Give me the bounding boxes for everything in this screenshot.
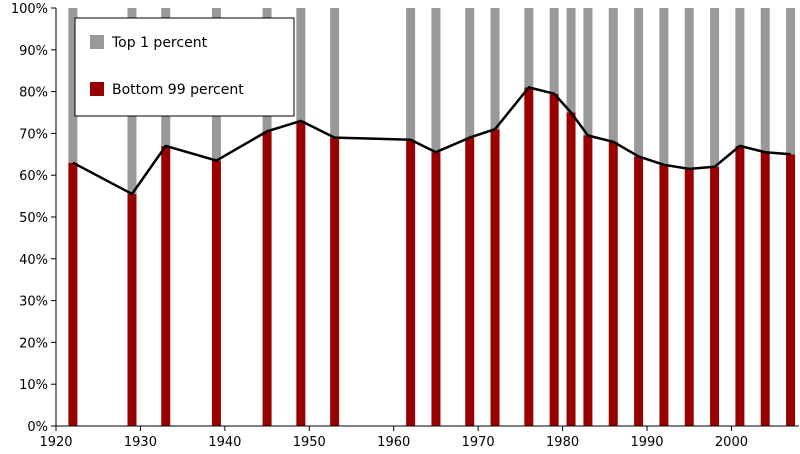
legend-label-bottom-99: Bottom 99 percent bbox=[112, 82, 244, 98]
bar-bottom-99-1965 bbox=[431, 152, 441, 426]
y-tick-label: 100% bbox=[11, 2, 48, 17]
y-tick-label: 70% bbox=[19, 127, 48, 142]
bar-top-1-1981 bbox=[566, 8, 576, 113]
legend-swatch-top-1 bbox=[90, 35, 104, 49]
bar-bottom-99-1953 bbox=[330, 137, 340, 426]
bar-top-1-1953 bbox=[330, 8, 340, 138]
bar-top-1-1969 bbox=[465, 8, 475, 138]
bar-top-1-1995 bbox=[684, 8, 694, 169]
x-axis-ticks: 1920 1930 1940 1950 1960 1970 1980 1990 2000 bbox=[39, 426, 748, 450]
x-tick-label: 1990 bbox=[630, 435, 663, 450]
bar-bottom-99-1969 bbox=[465, 137, 475, 426]
bar-bottom-99-1949 bbox=[296, 120, 306, 427]
bar-bottom-99-1981 bbox=[566, 112, 576, 426]
y-axis-ticks: 0% 10% 20% 30% 40% 50% 60% 70% 80% 90% 100% bbox=[11, 2, 56, 435]
y-tick-label: 40% bbox=[19, 253, 48, 268]
bars-layer bbox=[68, 8, 796, 427]
legend-label-top-1: Top 1 percent bbox=[111, 35, 208, 51]
bar-bottom-99-1929 bbox=[127, 194, 137, 426]
y-tick-label: 60% bbox=[19, 169, 48, 184]
bar-bottom-99-1998 bbox=[710, 166, 720, 426]
y-tick-label: 20% bbox=[19, 336, 48, 351]
y-tick-label: 80% bbox=[19, 86, 48, 101]
x-tick-label: 1930 bbox=[124, 435, 157, 450]
y-tick-label: 50% bbox=[19, 211, 48, 226]
bar-bottom-99-1933 bbox=[161, 145, 171, 426]
bar-bottom-99-1986 bbox=[608, 141, 618, 426]
bar-top-1-1976 bbox=[524, 8, 534, 88]
bar-top-1-1979 bbox=[549, 8, 559, 94]
bar-top-1-1989 bbox=[634, 8, 644, 157]
legend: Top 1 percent Bottom 99 percent bbox=[74, 17, 295, 117]
bar-bottom-99-2001 bbox=[735, 145, 745, 426]
x-tick-label: 1980 bbox=[546, 435, 579, 450]
y-tick-label: 10% bbox=[19, 378, 48, 393]
bar-top-1-1992 bbox=[659, 8, 669, 165]
bar-bottom-99-1992 bbox=[659, 164, 669, 426]
bar-bottom-99-1995 bbox=[684, 168, 694, 426]
bar-bottom-99-1976 bbox=[524, 87, 534, 427]
legend-swatch-bottom-99 bbox=[90, 82, 104, 96]
bar-top-1-1972 bbox=[490, 8, 500, 130]
bar-top-1-1949 bbox=[296, 8, 306, 121]
y-tick-label: 30% bbox=[19, 295, 48, 310]
bar-top-1-1998 bbox=[710, 8, 720, 167]
bar-bottom-99-1962 bbox=[406, 139, 416, 427]
x-tick-label: 1970 bbox=[462, 435, 495, 450]
legend-box bbox=[74, 17, 295, 117]
bar-top-1-1983 bbox=[583, 8, 593, 136]
x-tick-label: 1960 bbox=[377, 435, 410, 450]
bar-bottom-99-2004 bbox=[760, 152, 770, 426]
bar-top-1-1986 bbox=[608, 8, 618, 142]
bar-bottom-99-1945 bbox=[262, 131, 272, 426]
bar-bottom-99-1989 bbox=[634, 156, 644, 426]
bar-bottom-99-1939 bbox=[211, 160, 221, 426]
bar-top-1-1922 bbox=[68, 8, 78, 163]
x-tick-label: 1950 bbox=[293, 435, 326, 450]
bar-top-1-1962 bbox=[406, 8, 416, 140]
x-tick-label: 2000 bbox=[715, 435, 748, 450]
bar-top-1-2004 bbox=[760, 8, 770, 153]
bottom-99-trend-line bbox=[72, 86, 791, 196]
x-tick-label: 1940 bbox=[208, 435, 241, 450]
bar-bottom-99-1972 bbox=[490, 129, 500, 426]
bar-bottom-99-1983 bbox=[583, 135, 593, 427]
bar-bottom-99-1922 bbox=[68, 162, 78, 426]
x-tick-label: 1920 bbox=[39, 435, 72, 450]
y-tick-label: 0% bbox=[27, 420, 48, 435]
bar-top-1-1965 bbox=[431, 8, 441, 153]
bar-bottom-99-2007 bbox=[786, 154, 796, 427]
bar-top-1-2007 bbox=[786, 8, 796, 155]
y-tick-label: 90% bbox=[19, 44, 48, 59]
bar-top-1-2001 bbox=[735, 8, 745, 146]
bar-bottom-99-1979 bbox=[549, 93, 559, 426]
